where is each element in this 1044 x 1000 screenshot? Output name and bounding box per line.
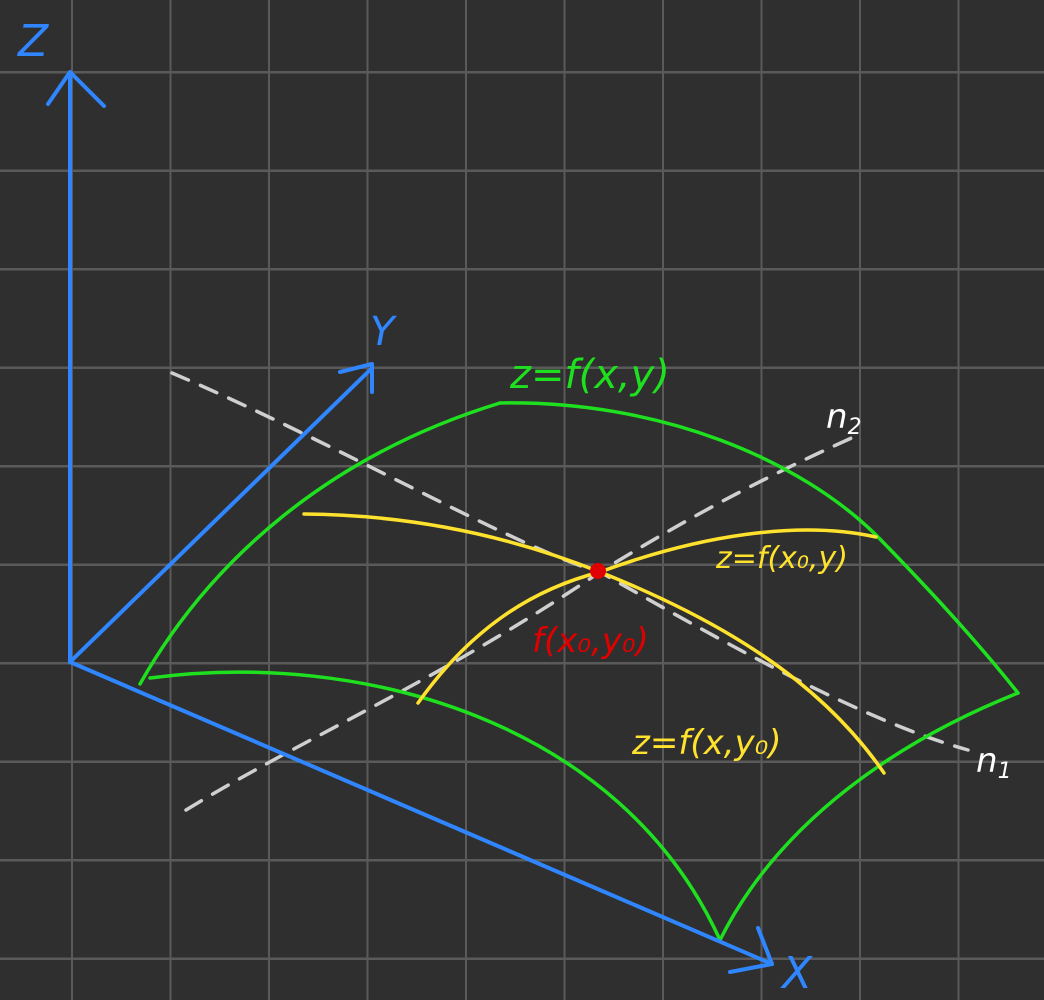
point-marker	[590, 563, 606, 579]
surface-edge-back	[498, 401, 878, 537]
y-axis-arrow-icon	[338, 362, 374, 394]
plane-1-letter: n	[976, 741, 998, 781]
y-axis	[68, 368, 372, 664]
plane-2-subscript: 2	[848, 415, 862, 440]
plane-1-subscript: 1	[998, 759, 1012, 784]
surface-edge-bottom-right	[718, 691, 1020, 942]
plane-2-trace	[184, 434, 858, 812]
surface-label: z=f(x,y)	[509, 352, 670, 398]
z-axis-arrow-icon	[46, 70, 106, 108]
curve-y0-label: z=f(x,y₀)	[631, 723, 782, 763]
surface-edge-right	[874, 533, 1020, 695]
surface-edge-left	[138, 401, 502, 686]
x-axis-arrow-icon	[728, 926, 774, 974]
x-axis-label: X	[780, 948, 813, 999]
surface-patch	[138, 401, 1020, 942]
z-axis-label: Z	[17, 16, 49, 67]
plane-1-label: n1	[976, 741, 1012, 784]
point-label: f(x₀,y₀)	[532, 621, 649, 661]
y-axis-label: Y	[370, 309, 398, 355]
axes	[46, 70, 774, 974]
curve-x0-label: z=f(x₀,y)	[715, 541, 848, 576]
plane-2-label: n2	[826, 397, 862, 440]
x-axis	[68, 660, 774, 966]
surface-edge-front	[148, 670, 722, 942]
plane-2-letter: n	[826, 397, 848, 437]
